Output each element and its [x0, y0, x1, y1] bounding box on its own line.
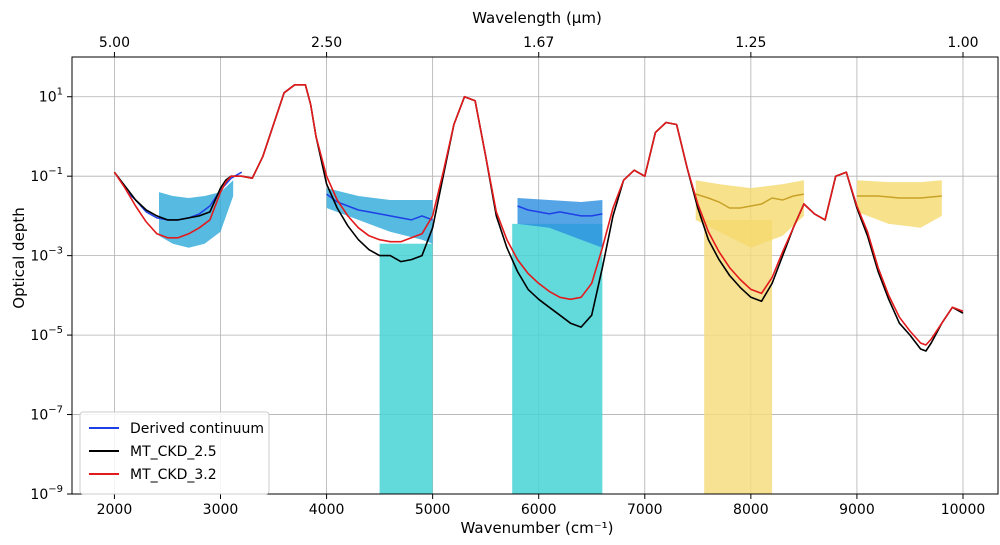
x-tick-label: 4000: [309, 502, 345, 518]
uncertainty-band: [856, 180, 942, 228]
deep-uncertainty-band: [704, 219, 773, 494]
x-tick-label: 7000: [627, 502, 663, 518]
x-tick-label: 3000: [203, 502, 239, 518]
legend-label-mtckd32: MT_CKD_3.2: [130, 467, 217, 483]
x-tick-label: 8000: [733, 502, 769, 518]
uncertainty-band: [159, 180, 234, 248]
x-tick-label: 9000: [839, 502, 875, 518]
uncertainty-band: [326, 188, 433, 244]
legend-label-derived: Derived continuum: [130, 421, 264, 437]
x-tick-label: 6000: [521, 502, 557, 518]
deep-uncertainty-band: [512, 223, 603, 494]
x-tick-label: 5000: [415, 502, 451, 518]
x-axis-label: Wavenumber (cm⁻¹): [461, 519, 614, 537]
top-tick-label: 2.50: [311, 35, 342, 51]
y-tick-label: 10−5: [30, 325, 63, 344]
y-axis-label: Optical depth: [10, 207, 28, 308]
derived-continuum-gold-line: [695, 193, 805, 209]
derived-continuum-line: [517, 205, 603, 217]
derived-continuum-gold-line: [856, 195, 942, 199]
x-tick-label: 2000: [97, 502, 133, 518]
mt-ckd-32-line: [113, 84, 964, 346]
top-tick-label: 1.25: [735, 35, 766, 51]
top-tick-label: 5.00: [99, 35, 130, 51]
y-tick-group: 10−9 10−7 10−5 10−3 10−1 101: [30, 87, 72, 503]
derived-continuum-line: [326, 193, 433, 221]
deep-uncertainty-band: [379, 243, 433, 494]
y-tick-label: 10−3: [30, 246, 63, 265]
legend-label-mtckd25: MT_CKD_2.5: [130, 444, 217, 460]
y-tick-label: 101: [39, 87, 63, 106]
uncertainty-band: [695, 180, 804, 248]
y-tick-label: 10−7: [30, 405, 63, 424]
top-axis-label: Wavelength (μm): [472, 9, 602, 27]
x-tick-label: 10000: [941, 502, 986, 518]
top-tick-group: 5.00 2.50 1.67 1.25 1.00: [99, 35, 979, 57]
y-tick-label: 10−1: [30, 166, 63, 185]
legend-box: [79, 411, 270, 495]
y-tick-label: 10−9: [30, 484, 63, 503]
legend: Derived continuum MT_CKD_2.5 MT_CKD_3.2: [79, 411, 270, 495]
axes-frame: [71, 56, 999, 495]
top-tick-label: 1.67: [523, 35, 554, 51]
x-tick-group: 2000 3000 4000 5000 6000 7000 8000 9000 10000: [97, 494, 986, 518]
uncertainty-band: [517, 198, 603, 248]
top-tick-label: 1.00: [947, 35, 978, 51]
